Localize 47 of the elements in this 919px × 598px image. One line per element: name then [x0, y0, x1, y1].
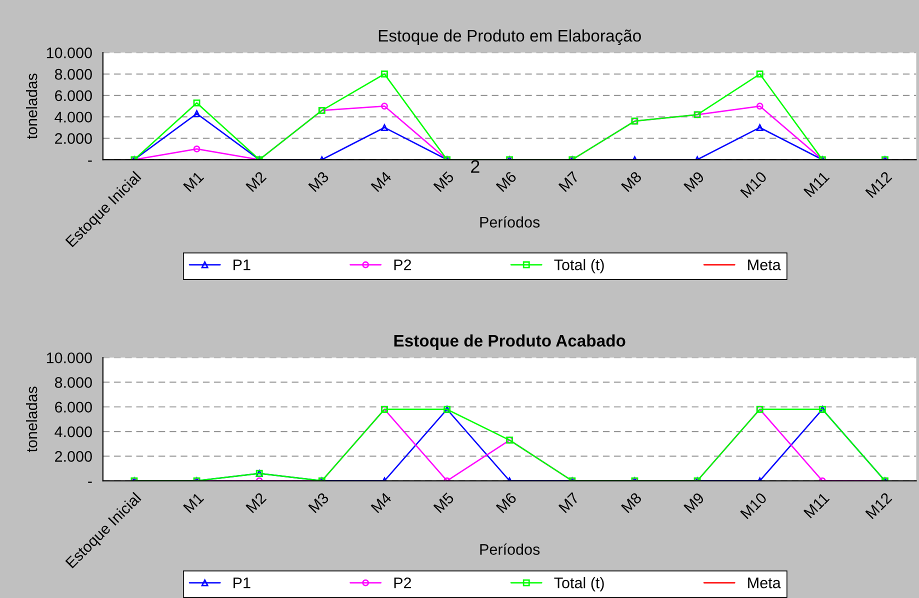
x-tick-label: M6	[496, 170, 518, 192]
y-tick-label: 10.000	[46, 352, 92, 364]
legend-label: Meta	[748, 260, 781, 270]
y-tick-label: -	[88, 482, 92, 483]
y-tick-label: 6.000	[55, 402, 92, 413]
x-tick-label: M7	[558, 171, 580, 192]
annotation: 2	[471, 160, 480, 173]
x-tick-label: M8	[620, 170, 642, 192]
x-tick-label: M7	[558, 492, 580, 514]
x-tick-label: M11	[803, 171, 830, 198]
x-tick-label: M4	[370, 170, 392, 192]
y-tick-label: 6.000	[55, 90, 92, 102]
x-tick-label: M8	[620, 492, 642, 514]
y-tick-label: -	[88, 160, 92, 162]
y-axis-title: toneladas	[26, 386, 38, 452]
x-tick-label: M6	[496, 492, 518, 514]
y-axis-title: toneladas	[26, 74, 38, 140]
x-tick-label: M9	[683, 492, 705, 514]
x-tick-label: M4	[370, 492, 392, 514]
legend-label: Total (t)	[554, 577, 604, 592]
x-axis-title: Períodos	[480, 543, 540, 555]
x-tick-label: M2	[246, 170, 267, 192]
y-tick-label: 2.000	[55, 133, 92, 144]
x-axis-title: Períodos	[480, 216, 540, 228]
x-tick-label: M2	[246, 492, 267, 514]
chart-title: Estoque de Produto Acabado	[394, 334, 626, 350]
legend-label: P2	[394, 259, 412, 270]
x-tick-label: M9	[683, 170, 705, 192]
legend-label: P2	[394, 577, 412, 588]
x-tick-label: M11	[803, 492, 830, 518]
x-tick-label: M5	[433, 492, 455, 514]
y-tick-label: 8.000	[54, 377, 92, 388]
y-tick-label: 4.000	[54, 112, 92, 123]
y-tick-label: 4.000	[54, 426, 92, 438]
x-tick-label: M3	[308, 170, 330, 192]
y-tick-label: 2.000	[55, 451, 92, 462]
y-tick-label: 10.000	[46, 47, 92, 58]
x-tick-label: M3	[308, 492, 330, 514]
x-tick-label: M1	[183, 171, 204, 192]
x-tick-label: M5	[433, 170, 455, 192]
chart-title: Estoque de Produto em Elaboração	[378, 29, 641, 46]
legend-label: P1	[234, 578, 250, 588]
y-tick-label: 8.000	[54, 68, 92, 80]
legend-label: Meta	[748, 578, 781, 588]
x-tick-label: M1	[183, 492, 204, 514]
legend-label: P1	[234, 260, 250, 270]
legend-label: Total (t)	[554, 259, 604, 274]
